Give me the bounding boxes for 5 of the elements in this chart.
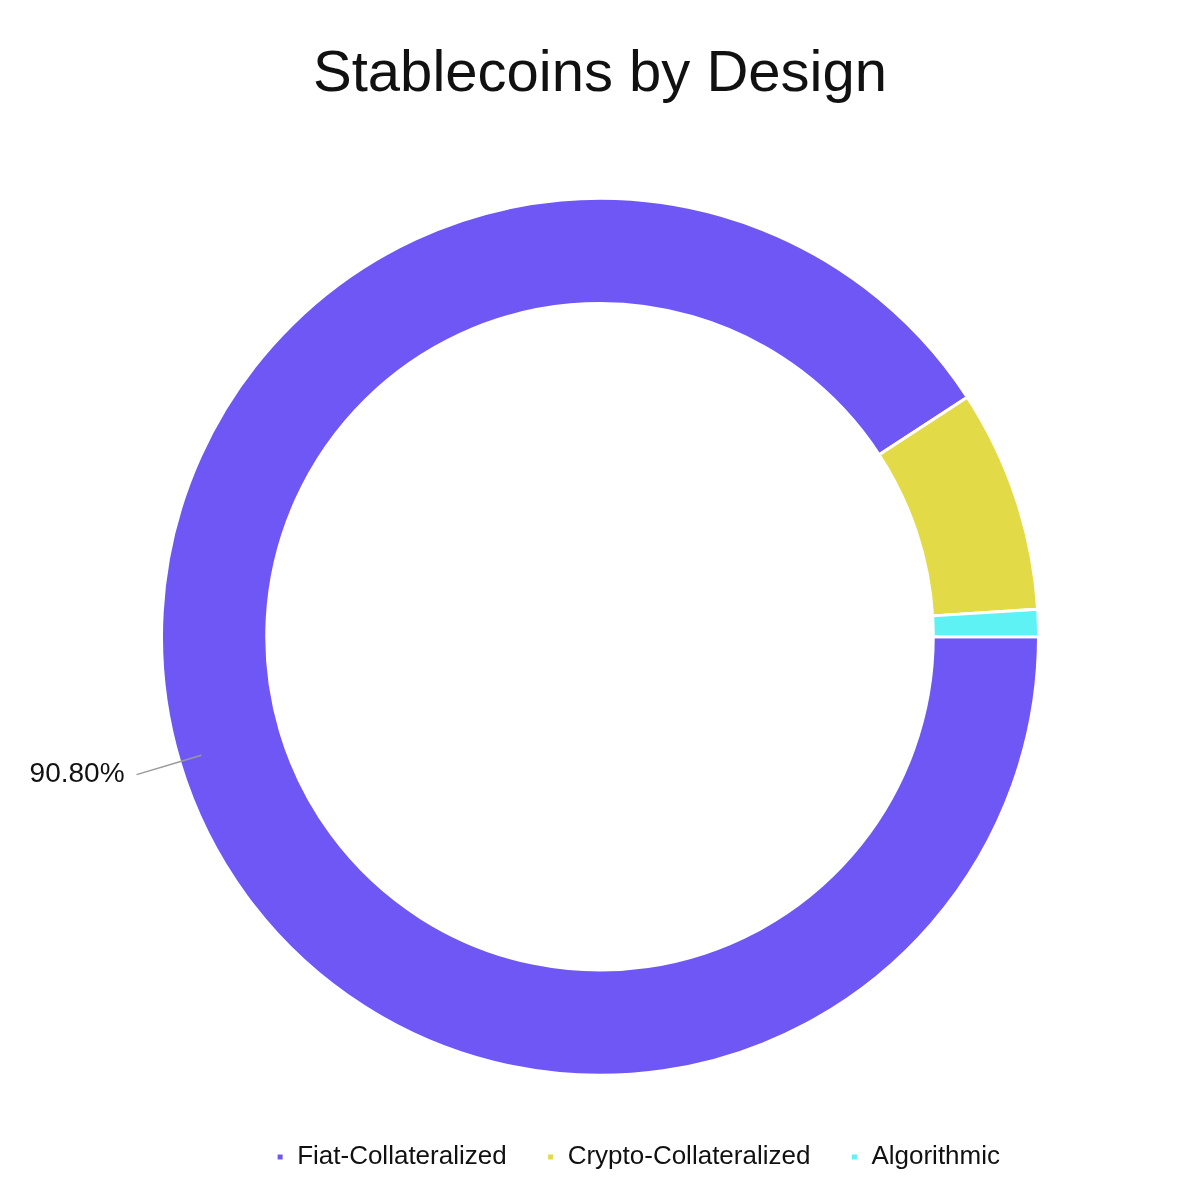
legend-label: Fiat-Collateralized <box>297 1140 507 1171</box>
legend-label: Crypto-Collateralized <box>567 1140 811 1171</box>
legend-label: Algorithmic <box>871 1140 1000 1171</box>
data-label: 90.80% <box>29 757 125 789</box>
chart-title: Stablecoins by Design <box>313 37 887 103</box>
